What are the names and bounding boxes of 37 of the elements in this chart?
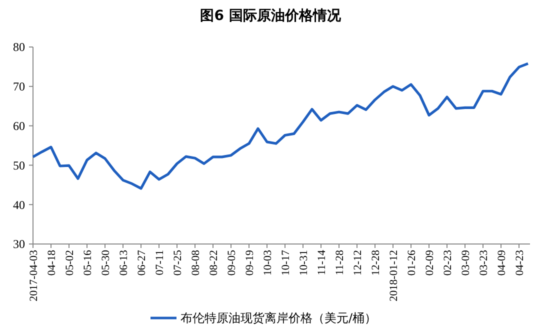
y-tick-label: 60 xyxy=(13,119,25,133)
y-tick-label: 40 xyxy=(13,198,25,212)
x-tick-label: 02-09 xyxy=(424,250,436,276)
y-tick-label: 80 xyxy=(13,40,25,54)
x-tick-label: 10-31 xyxy=(298,250,310,276)
x-tick-label: 09-05 xyxy=(226,250,238,276)
x-tick-label: 11-28 xyxy=(334,250,346,276)
line-series xyxy=(32,62,530,190)
x-tick-label: 03-09 xyxy=(460,250,472,276)
y-tick-label: 30 xyxy=(13,237,25,252)
x-tick-label: 02-23 xyxy=(442,250,454,276)
x-tick-label: 07-25 xyxy=(172,250,184,276)
y-tick-label: 50 xyxy=(13,158,25,172)
x-tick-label: 11-14 xyxy=(316,250,328,276)
x-tick-label: 2018-01-12 xyxy=(388,250,400,302)
x-tick-label: 07-11 xyxy=(154,250,166,276)
x-tick-label: 09-19 xyxy=(244,250,256,276)
x-tick-label: 06-27 xyxy=(136,250,148,276)
y-tick-label: 70 xyxy=(13,80,25,94)
x-tick-label: 10-17 xyxy=(280,250,292,276)
x-tick-label: 08-22 xyxy=(208,250,220,276)
x-tick-label: 12-12 xyxy=(352,250,364,276)
x-tick-label: 01-26 xyxy=(406,250,418,276)
x-tick-label: 04-09 xyxy=(496,250,508,276)
x-tick-label: 10-03 xyxy=(262,250,274,276)
x-tick-label: 05-30 xyxy=(100,250,112,276)
x-tick-label: 06-13 xyxy=(118,250,130,276)
x-tick-label: 04-18 xyxy=(46,250,58,276)
x-tick-label: 03-23 xyxy=(478,250,490,276)
x-tick-label: 08-08 xyxy=(190,250,202,276)
x-tick-label: 05-16 xyxy=(82,250,94,276)
x-tick-label: 2017-04-03 xyxy=(28,250,40,302)
x-tick-label: 04-23 xyxy=(514,250,526,276)
legend-label: 布伦特原油现货离岸价格（美元/桶） xyxy=(180,311,377,326)
chart-title: 图6 国际原油价格情况 xyxy=(200,8,342,24)
x-tick-label: 12-28 xyxy=(370,250,382,276)
x-tick-label: 05-02 xyxy=(64,250,76,276)
